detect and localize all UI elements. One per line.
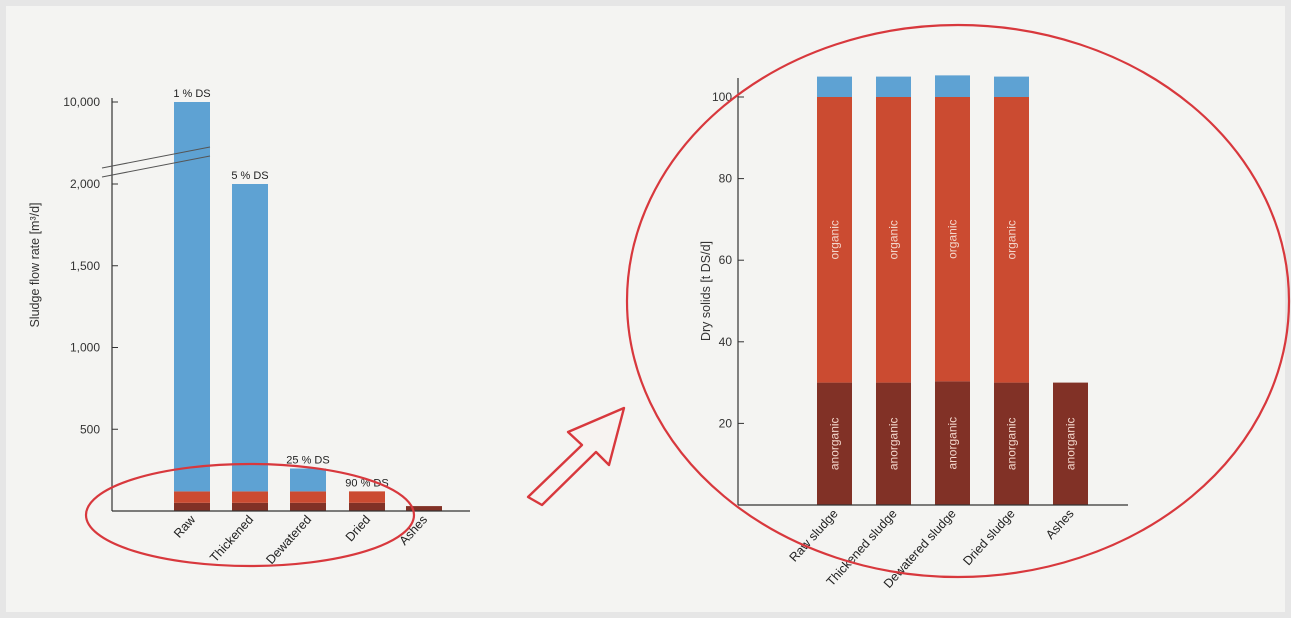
left-category-label: Thickened [207,513,256,565]
segment-label-organic: organic [828,220,842,259]
left-data-label: 5 % DS [231,170,268,182]
right-y-tick-label: 40 [719,335,733,349]
left-y-tick-label: 500 [80,422,100,436]
axis-break [101,146,211,178]
left-bar-segment-2-1 [232,184,268,492]
left-bar-segment-0-3 [349,502,385,511]
left-data-label: 1 % DS [173,88,210,100]
left-y-tick-label: 2,000 [70,177,100,191]
left-category-label: Dried [343,513,373,545]
left-category-label: Raw [171,512,199,541]
right-y-axis-label: Dry solids [t DS/d] [699,241,713,341]
left-y-tick-label: 10,000 [63,95,100,109]
left-category-label: Dewatered [263,513,314,567]
left-data-label: 90 % DS [345,477,388,489]
right-y-tick-label: 20 [719,416,733,430]
highlight-annotations [84,23,1291,579]
left-bar-segment-1-1 [232,491,268,503]
left-bar-segment-1-0 [174,491,210,503]
left-bar-segment-0-4 [406,506,442,511]
right-category-label: Ashes [1043,507,1077,542]
right-chart: 20 40 60 80 100 Dry solids [t DS/d] anorgani… [699,75,1128,591]
segment-label-organic: organic [1005,220,1019,259]
right-y-tick-label: 100 [712,90,732,104]
right-bar-segment-2-1 [876,76,911,97]
left-bar-segment-2-2 [290,468,326,492]
left-bar-segment-1-3 [349,491,385,503]
segment-label-anorganic: anorganic [946,417,960,470]
right-bar-segment-0-2 [935,381,970,505]
left-y-tick-label: 1,000 [70,341,100,355]
segment-label-anorganic: anorganic [1064,417,1078,470]
right-bar-segment-0-3 [994,382,1029,505]
left-highlight-ellipse [84,462,416,568]
left-bar-segment-2-0 [174,102,210,492]
left-chart: 500 1,000 1,500 2,000 10,000 Sludge flow rat… [28,88,470,567]
segment-label-anorganic: anorganic [887,417,901,470]
right-bar-segment-1-0 [817,97,852,383]
right-bar-segment-2-3 [994,76,1029,97]
right-bar-segment-1-1 [876,97,911,383]
right-bar-segment-0-1 [876,382,911,505]
left-bar-segment-1-2 [290,491,326,503]
left-bar-segment-0-0 [174,502,210,511]
right-bar-segment-1-3 [994,97,1029,383]
right-bar-segment-0-4 [1053,382,1088,505]
right-bar-segment-0-0 [817,382,852,505]
right-y-tick-label: 60 [719,253,733,267]
right-bar-segment-1-2 [935,97,970,382]
right-category-label: Dried sludge [960,507,1017,569]
left-bar-segment-0-1 [232,502,268,511]
left-bar-segment-0-2 [290,502,326,511]
left-y-axis-label: Sludge flow rate [m³/d] [28,202,42,327]
left-y-tick-label: 1,500 [70,259,100,273]
segment-label-anorganic: anorganic [1005,417,1019,470]
segment-label-organic: organic [946,220,960,259]
segment-label-anorganic: anorganic [828,417,842,470]
left-data-label: 25 % DS [286,454,329,466]
right-bar-segment-2-0 [817,76,852,97]
right-highlight-ellipse [625,23,1291,579]
right-y-tick-label: 80 [719,172,733,186]
arrow-icon [526,406,626,507]
segment-label-organic: organic [887,220,901,259]
right-bar-segment-2-2 [935,75,970,97]
